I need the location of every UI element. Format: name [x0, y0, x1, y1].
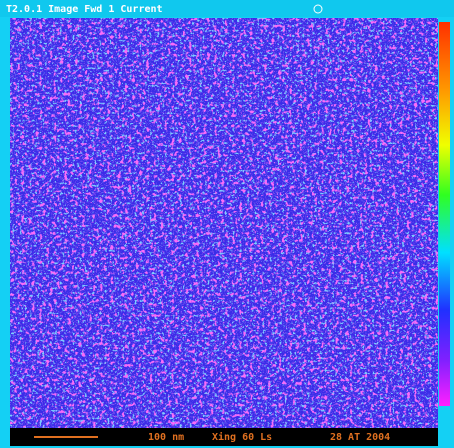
- scale-text: 100 nm: [148, 432, 184, 443]
- title-text: T2.0.1 Image Fwd 1 Current: [6, 4, 163, 15]
- scan-image: [10, 18, 438, 428]
- date-text: 28 AT 2004: [330, 432, 390, 443]
- scan-window: T2.0.1 Image Fwd 1 Current 100 nm Xing 6…: [0, 0, 454, 448]
- info-text: Xing 60 Ls: [212, 431, 272, 443]
- page: T2.0.1 Image Fwd 1 Current 100 nm Xing 6…: [0, 0, 454, 448]
- color-scale: [439, 22, 450, 406]
- image-magenta-speckle: [10, 18, 438, 428]
